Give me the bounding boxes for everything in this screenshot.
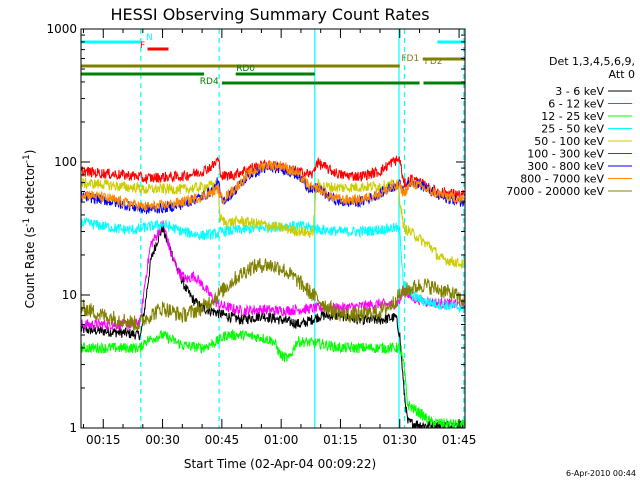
x-tick-label: 01:15 (323, 433, 358, 447)
series-line (81, 329, 465, 428)
flag-label: RD4 (200, 77, 219, 87)
legend-entry-label: 100 - 300 keV (527, 148, 604, 161)
x-tick-label: 01:45 (442, 433, 477, 447)
series-line (81, 220, 465, 332)
legend-entry-label: 25 - 50 keV (541, 123, 604, 136)
x-tick-label: 00:30 (145, 433, 180, 447)
y-tick-label: 10 (62, 288, 77, 302)
legend-entry-label: 12 - 25 keV (541, 110, 604, 123)
flag-label: F (140, 41, 145, 51)
legend-entry-label: 50 - 100 keV (534, 135, 604, 148)
y-tick-label: 100 (54, 155, 77, 169)
series-line (81, 177, 465, 269)
x-tick-label: 00:15 (86, 433, 121, 447)
x-tick-label: 01:00 (264, 433, 299, 447)
flag-bars: NF FD1 FD2 RD0 RD4 (81, 33, 465, 87)
y-tick-label: 1 (69, 421, 77, 435)
legend-entry-label: 800 - 7000 keV (520, 173, 604, 186)
series-line (81, 225, 465, 428)
y-tick-label: 1000 (46, 22, 77, 36)
legend-entry-label: 6 - 12 keV (548, 98, 604, 111)
x-axis: 00:15 00:30 00:45 01:00 01:15 01:30 01:45 (82, 29, 477, 447)
flag-label: N (146, 33, 153, 43)
legend-header-line-1: Det 1,3,4,5,6,9, (549, 55, 635, 68)
plot-frame (80, 28, 466, 429)
y-axis-label: Count Rate (s-1 detector-1) (22, 150, 37, 309)
legend-entry-label: 3 - 6 keV (555, 85, 604, 98)
series-line (81, 160, 465, 213)
x-axis-label: Start Time (02-Apr-04 00:09:22) (184, 457, 376, 471)
legend-entry-label: 300 - 800 keV (527, 160, 604, 173)
legend-entry-label: 7000 - 20000 keV (506, 185, 604, 198)
timestamp: 6-Apr-2010 00:44 (566, 469, 636, 478)
legend-header-line-2: Att 0 (609, 68, 635, 81)
chart-title: HESSI Observing Summary Count Rates (110, 5, 429, 24)
flag-label: FD2 (425, 57, 443, 67)
flag-label: FD1 (401, 54, 419, 64)
flag-label: RD0 (236, 64, 255, 74)
y-axis: 1 10 100 1000 (46, 22, 465, 435)
series-lines (81, 155, 465, 428)
series-line (81, 258, 465, 331)
x-tick-label: 01:30 (382, 433, 417, 447)
x-tick-label: 00:45 (205, 433, 240, 447)
